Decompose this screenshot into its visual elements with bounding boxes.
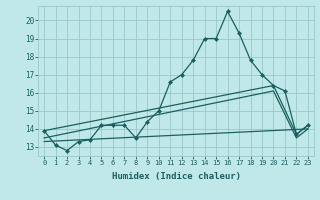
X-axis label: Humidex (Indice chaleur): Humidex (Indice chaleur): [111, 172, 241, 181]
